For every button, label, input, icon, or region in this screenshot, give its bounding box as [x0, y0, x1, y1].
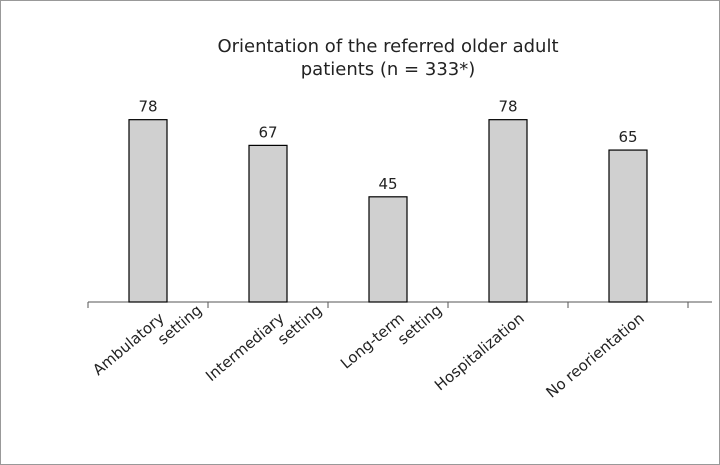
- value-label: 78: [498, 98, 517, 116]
- bar: [248, 144, 288, 303]
- value-label: 65: [618, 128, 637, 146]
- chart-title: Orientation of the referred older adult: [217, 36, 558, 57]
- bar: [128, 119, 168, 303]
- value-label: 67: [258, 123, 277, 141]
- value-label: 45: [378, 175, 397, 193]
- value-label: 78: [138, 98, 157, 116]
- chart-title: patients (n = 333*): [301, 59, 476, 80]
- bar: [368, 196, 408, 303]
- bar: [488, 119, 528, 303]
- bar: [608, 149, 648, 303]
